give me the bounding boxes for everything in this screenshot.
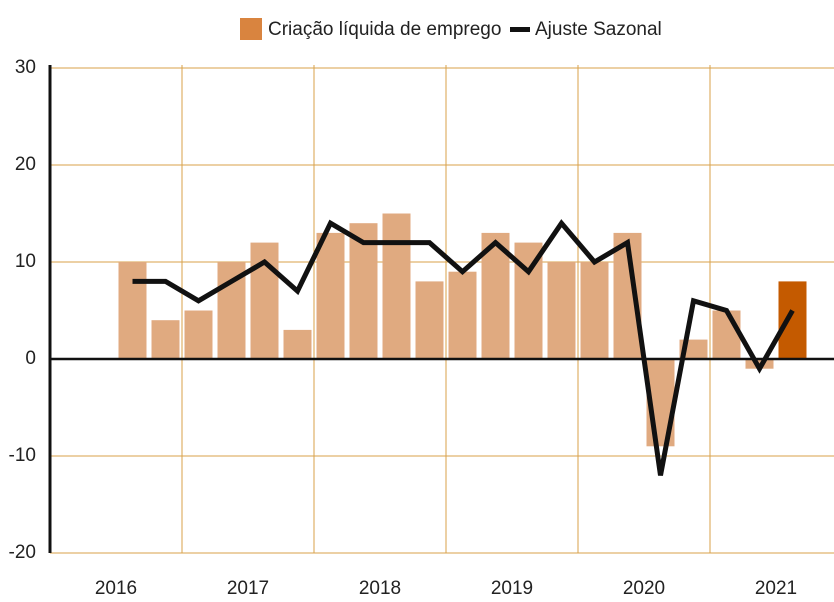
x-tick-label: 2019 bbox=[491, 578, 533, 599]
bar bbox=[415, 281, 444, 359]
bar bbox=[283, 329, 312, 359]
bar bbox=[349, 223, 378, 359]
x-tick-label: 2017 bbox=[227, 578, 269, 599]
bar bbox=[580, 262, 609, 359]
y-tick-label: 10 bbox=[15, 251, 36, 272]
legend-label: Ajuste Sazonal bbox=[535, 19, 662, 40]
bar bbox=[316, 232, 345, 359]
bar bbox=[118, 262, 147, 359]
x-tick-label: 2016 bbox=[95, 578, 137, 599]
y-tick-label: 20 bbox=[15, 154, 36, 175]
bar bbox=[151, 320, 180, 359]
y-tick-label: 30 bbox=[15, 57, 36, 78]
legend-swatch bbox=[510, 27, 530, 32]
y-tick-label: -20 bbox=[9, 542, 36, 563]
legend-label: Criação líquida de emprego bbox=[268, 19, 501, 40]
line bbox=[132, 219, 795, 476]
bar bbox=[382, 213, 411, 359]
bar bbox=[778, 281, 807, 359]
x-tick-label: 2020 bbox=[623, 578, 665, 599]
bar bbox=[712, 310, 741, 359]
y-tick-label: -10 bbox=[9, 445, 36, 466]
x-tick-label: 2021 bbox=[755, 578, 797, 599]
bar bbox=[448, 271, 477, 359]
bar bbox=[547, 262, 576, 359]
x-tick-label: 2018 bbox=[359, 578, 401, 599]
y-tick-label: 0 bbox=[25, 348, 36, 369]
legend-swatch bbox=[240, 18, 262, 40]
bar bbox=[184, 310, 213, 359]
